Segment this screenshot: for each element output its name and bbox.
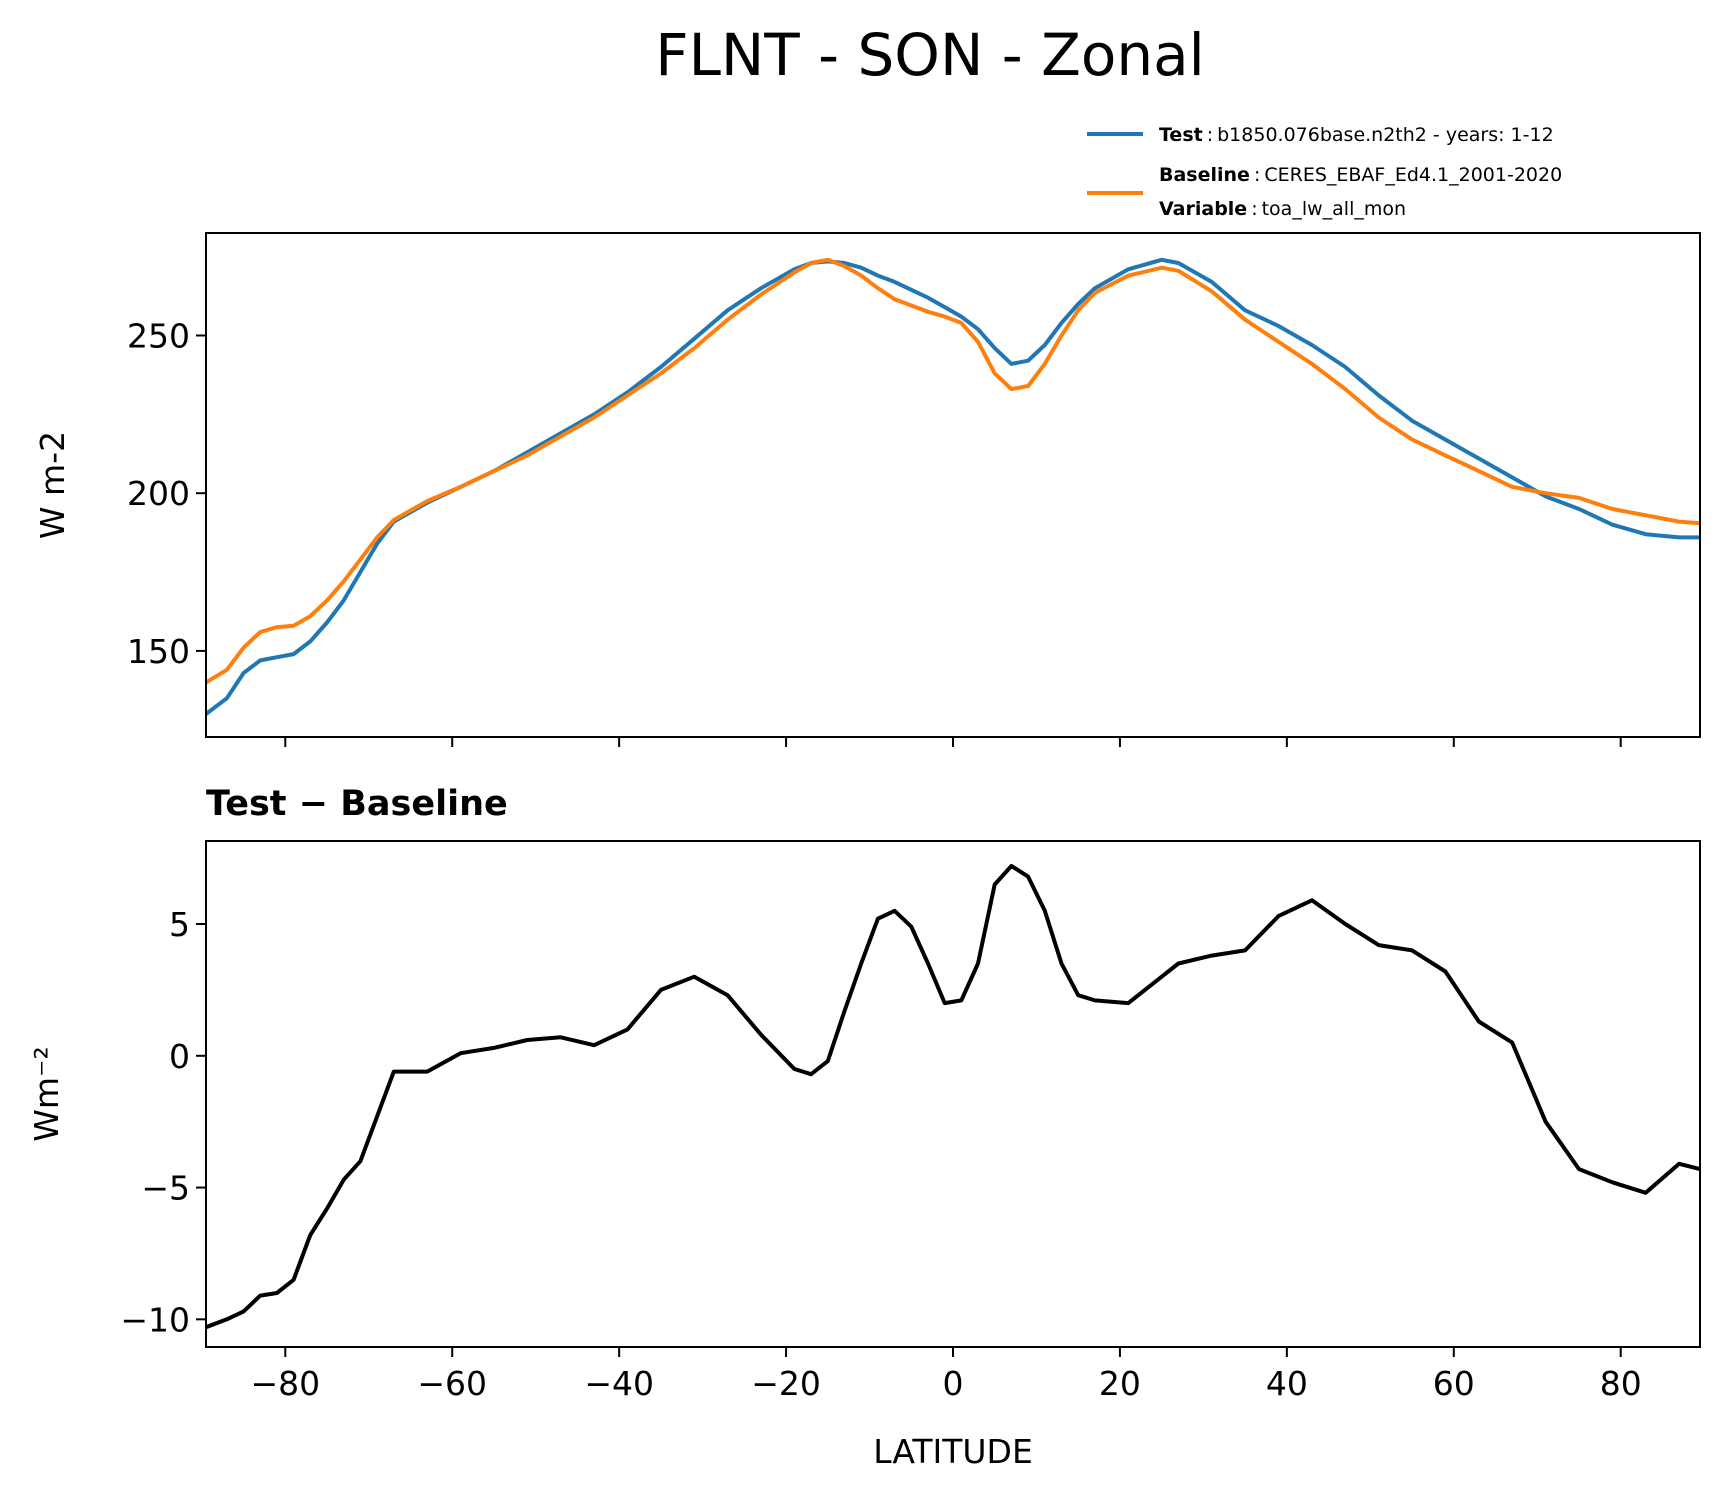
legend-name: Test xyxy=(1159,124,1203,146)
legend-separator: : xyxy=(1251,198,1257,220)
legend-description: CERES_EBAF_Ed4.1_2001-2020 xyxy=(1264,164,1562,186)
x-tick-label: 40 xyxy=(1266,1364,1308,1403)
legend-description: toa_lw_all_mon xyxy=(1262,198,1406,220)
data-line xyxy=(206,864,1700,1330)
legend-entry: Baseline: CERES_EBAF_Ed4.1_2001-2020 xyxy=(1159,164,1562,186)
y-tick-label: 150 xyxy=(127,632,190,671)
y-tick-label: 0 xyxy=(169,1037,190,1076)
x-tick-label: 0 xyxy=(943,1364,964,1403)
y-tick-label: 250 xyxy=(127,317,190,356)
x-tick-label: 80 xyxy=(1600,1364,1642,1403)
x-tick-label: 20 xyxy=(1099,1364,1141,1403)
legend-separator: : xyxy=(1207,124,1213,146)
x-tick-label: −80 xyxy=(250,1364,320,1403)
legend-description: b1850.076base.n2th2 - years: 1-12 xyxy=(1217,124,1554,146)
legend-name: Variable xyxy=(1159,198,1247,220)
y-tick-label: 5 xyxy=(169,905,190,944)
legend-name: Baseline xyxy=(1159,164,1250,186)
legend-separator: : xyxy=(1254,164,1260,186)
y-axis-label: W m-2 xyxy=(33,431,72,539)
x-tick-label: −20 xyxy=(751,1364,821,1403)
subplot-title: Test − Baseline xyxy=(206,784,508,824)
x-axis-label: LATITUDE xyxy=(873,1432,1033,1471)
figure-title: FLNT - SON - Zonal xyxy=(655,21,1205,89)
y-tick-label: 200 xyxy=(127,474,190,513)
x-tick-label: 60 xyxy=(1433,1364,1475,1403)
x-tick-label: −60 xyxy=(417,1364,487,1403)
data-line xyxy=(206,257,1700,716)
y-tick-label: −5 xyxy=(141,1169,190,1208)
data-line xyxy=(206,257,1700,685)
y-axis-label: Wm⁻² xyxy=(27,1046,66,1141)
legend-entry: Variable: toa_lw_all_mon xyxy=(1159,198,1406,220)
y-tick-label: −10 xyxy=(120,1300,190,1339)
legend-entry: Test: b1850.076base.n2th2 - years: 1-12 xyxy=(1159,124,1554,146)
x-tick-label: −40 xyxy=(584,1364,654,1403)
